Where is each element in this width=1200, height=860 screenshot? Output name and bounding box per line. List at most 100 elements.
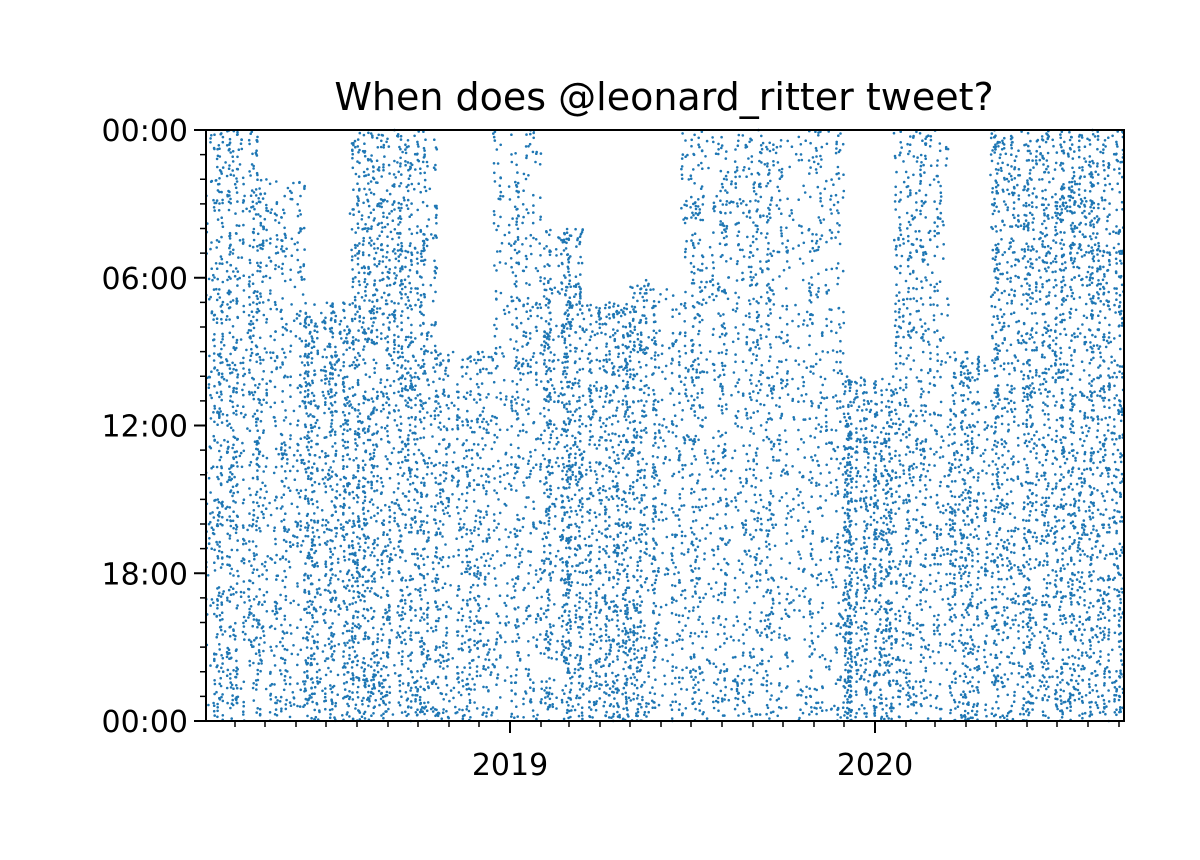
- tweet-point: [435, 581, 438, 584]
- tweet-point: [220, 317, 223, 321]
- tweet-point: [359, 625, 362, 628]
- tweet-point: [432, 366, 435, 369]
- tweet-point: [380, 437, 383, 441]
- tweet-point: [490, 447, 494, 451]
- tweet-point: [425, 473, 429, 476]
- tweet-point: [473, 701, 476, 704]
- tweet-point: [529, 365, 532, 369]
- tweet-point: [324, 523, 328, 527]
- tweet-point: [345, 629, 349, 633]
- tweet-point: [436, 619, 440, 623]
- tweet-point: [258, 270, 262, 273]
- tweet-point: [525, 156, 528, 160]
- tweet-point: [406, 198, 410, 202]
- tweet-point: [273, 683, 276, 686]
- tweet-point: [517, 518, 521, 522]
- tweet-point: [511, 640, 514, 643]
- tweet-point: [358, 520, 361, 523]
- tweet-point: [367, 204, 371, 208]
- tweet-point: [360, 326, 364, 329]
- tweet-point: [386, 235, 389, 238]
- tweet-point: [300, 461, 304, 465]
- tweet-point: [438, 421, 442, 425]
- tweet-point: [298, 705, 302, 708]
- tweet-point: [216, 633, 219, 636]
- tweet-point: [485, 539, 489, 542]
- tweet-point: [414, 521, 417, 524]
- tweet-point: [316, 682, 320, 685]
- tweet-point: [379, 202, 383, 205]
- tweet-point: [399, 422, 403, 426]
- tweet-point: [307, 460, 311, 463]
- tweet-point: [352, 560, 355, 563]
- tweet-point: [416, 552, 419, 555]
- tweet-point: [401, 631, 405, 635]
- tweet-point: [227, 292, 231, 296]
- tweet-point: [334, 505, 337, 509]
- tweet-point: [353, 393, 357, 396]
- tweet-point: [442, 464, 445, 467]
- tweet-point: [510, 463, 513, 466]
- tweet-point: [338, 332, 342, 336]
- tweet-point: [216, 555, 219, 558]
- tweet-point: [232, 411, 235, 415]
- tweet-point: [374, 251, 378, 255]
- tweet-point: [337, 578, 340, 581]
- tweet-point: [221, 166, 225, 169]
- tweet-point: [441, 523, 445, 526]
- tweet-point: [380, 639, 384, 642]
- tweet-point: [237, 148, 241, 151]
- tweet-point: [239, 411, 243, 415]
- tweet-point: [409, 706, 413, 709]
- tweet-point: [466, 682, 470, 686]
- tweet-point: [366, 509, 370, 513]
- tweet-point: [499, 564, 503, 567]
- tweet-point: [357, 466, 360, 470]
- tweet-point: [481, 540, 485, 543]
- tweet-point: [363, 595, 366, 598]
- tweet-point: [397, 255, 401, 258]
- tweet-point: [515, 185, 519, 188]
- tweet-point: [392, 361, 396, 365]
- tweet-point: [356, 310, 359, 314]
- tweet-point: [356, 580, 359, 583]
- tweet-point: [407, 499, 411, 503]
- tweet-point: [482, 406, 486, 410]
- tweet-point: [499, 197, 502, 201]
- tweet-point: [515, 296, 519, 300]
- tweet-point: [387, 572, 391, 576]
- tweet-point: [423, 185, 427, 189]
- tweet-point: [257, 504, 261, 508]
- tweet-point: [358, 545, 362, 549]
- tweet-point: [221, 135, 225, 139]
- tweet-point: [308, 611, 312, 615]
- tweet-point: [473, 596, 476, 600]
- tweet-point: [334, 449, 338, 453]
- tweet-point: [427, 331, 430, 334]
- tweet-point: [258, 301, 261, 305]
- tweet-point: [354, 703, 358, 707]
- tweet-point: [532, 352, 536, 355]
- tweet-point: [423, 547, 426, 551]
- tweet-point: [409, 483, 412, 486]
- tweet-point: [442, 378, 445, 381]
- tweet-point: [306, 477, 310, 481]
- tweet-point: [296, 542, 299, 545]
- tweet-point: [389, 230, 393, 234]
- tweet-point: [281, 361, 284, 364]
- tweet-point: [435, 213, 438, 217]
- tweet-point: [465, 629, 469, 633]
- tweet-point: [367, 546, 370, 549]
- tweet-point: [415, 231, 419, 235]
- tweet-point: [435, 556, 439, 559]
- tweet-point: [532, 523, 535, 526]
- tweet-point: [242, 498, 246, 502]
- tweet-point: [430, 626, 433, 630]
- tweet-point: [225, 674, 229, 677]
- tweet-point: [226, 505, 229, 509]
- tweet-point: [400, 364, 404, 367]
- tweet-point: [405, 185, 409, 189]
- tweet-point: [531, 355, 535, 359]
- tweet-point: [403, 638, 406, 642]
- tweet-point: [273, 627, 277, 631]
